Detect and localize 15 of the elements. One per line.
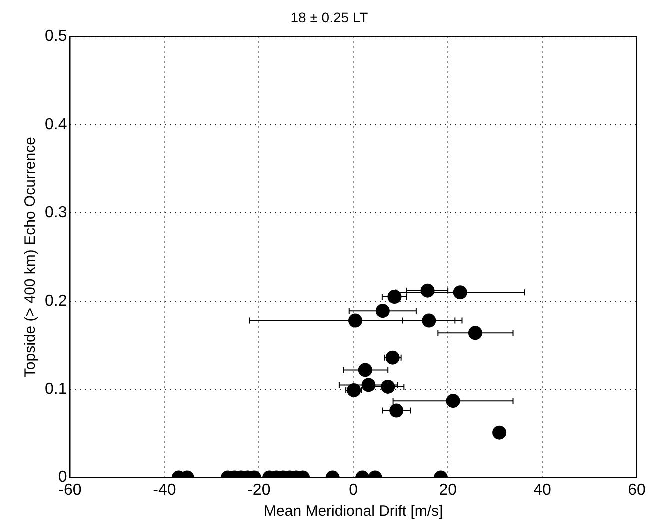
chart-title: 18 ± 0.25 LT xyxy=(290,9,369,26)
x-tick-label: 0 xyxy=(349,482,358,499)
x-tick-label: 60 xyxy=(628,482,646,499)
x-tick-label: 40 xyxy=(534,482,552,499)
y-tick-label: 0.5 xyxy=(44,28,68,46)
y-axis-title: Topside (> 400 km) Echo Ocurrence xyxy=(22,137,40,378)
y-tick-label: 0.1 xyxy=(44,381,68,398)
y-tick-label: 0.2 xyxy=(44,292,68,310)
x-axis-title: Mean Meridional Drift [m/s] xyxy=(264,503,444,520)
x-tick-label: 20 xyxy=(439,482,458,499)
x-tick-label: -60 xyxy=(58,482,82,499)
x-tick-label: -20 xyxy=(248,482,271,499)
y-tick-label: 0.3 xyxy=(44,204,68,222)
x-tick-label: -40 xyxy=(153,482,176,499)
y-tick-label: 0.4 xyxy=(44,116,68,134)
